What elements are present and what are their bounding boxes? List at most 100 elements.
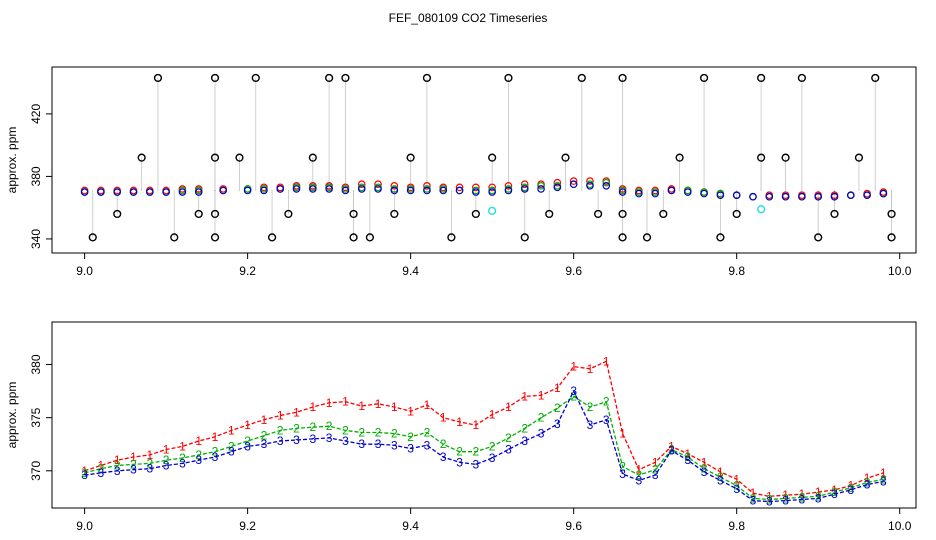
outlier-point [284,209,293,219]
series-marker: 1 [114,453,121,467]
series-marker: 3 [358,437,365,451]
outlier-point [618,73,627,83]
outlier-point [365,233,374,242]
series-marker: 3 [815,491,822,505]
series-marker: 1 [81,464,88,478]
outlier-point [618,209,627,219]
series-marker: 3 [864,478,871,492]
series-marker: 2 [619,460,626,474]
outlier-point [797,73,806,83]
data-point [537,181,545,190]
series-marker: 3 [847,483,854,497]
y-tick-label: 420 [29,104,43,124]
data-point [374,180,382,189]
series-marker: 2 [831,485,838,499]
outlier-point [757,153,766,162]
series-marker: 3 [81,468,88,482]
data-point [765,192,774,201]
data-point [504,181,513,190]
data-point [276,185,285,193]
data-point [455,186,464,195]
series-marker: 3 [309,432,316,446]
outlier-point [349,233,358,242]
outlier-point [520,233,529,242]
series-marker: 2 [505,431,512,445]
series-marker: 2 [554,401,561,415]
series-marker: 3 [130,463,137,477]
data-point [243,186,252,195]
series-marker: 3 [554,417,561,431]
series-marker: 1 [864,471,871,485]
series-marker: 3 [717,473,724,487]
data-point [129,188,138,196]
data-point [194,188,203,196]
outlier-point [88,233,97,242]
data-point [357,180,366,189]
series-marker: 1 [570,360,577,374]
y-axis-label: approx. ppm [5,127,19,194]
series-marker: 1 [293,405,300,419]
data-point [798,192,806,201]
outlier-point [390,209,399,219]
series-marker: 3 [473,457,480,471]
series-marker: 2 [277,423,284,437]
x-tick-label: 9.8 [728,519,745,533]
outlier-point [488,153,497,162]
series-marker: 1 [407,404,414,418]
data-point [683,188,692,196]
data-point [814,192,822,201]
data-point [390,186,399,195]
x-tick-label: 9.4 [402,264,419,278]
outlier-point [113,209,122,219]
outlier-point [699,73,709,83]
y-tick-label: 340 [29,229,43,249]
series-marker: 2 [391,427,398,441]
outlier-point [210,153,220,162]
data-point [488,188,496,196]
data-point [423,181,431,190]
series-marker: 2 [864,475,871,489]
series-marker: 2 [473,445,480,459]
x-tick-label: 9.0 [76,519,93,533]
outlier-point [757,73,766,83]
series-line [84,360,884,497]
series-marker: 2 [98,462,105,476]
outlier-point [210,209,220,219]
series-marker: 2 [440,437,447,451]
series-marker: 3 [652,468,659,482]
data-point [749,192,757,201]
series-marker: 1 [587,362,594,376]
outlier-point [561,153,570,162]
series-marker: 3 [326,431,333,445]
series-marker: 1 [815,485,822,499]
series-marker: 1 [473,418,480,432]
series-marker: 1 [717,465,724,479]
outlier-point [871,73,880,83]
outlier-point [830,209,839,219]
y-tick-label: 370 [29,460,43,480]
series-marker: 3 [342,434,349,448]
series-marker: 2 [163,453,170,467]
x-tick-label: 9.6 [565,519,582,533]
series-marker: 3 [619,467,626,481]
series-marker: 1 [489,407,496,421]
outlier-point [325,73,334,83]
series-marker: 2 [603,395,610,409]
outlier-point [814,233,823,242]
data-point [716,191,725,199]
series-marker: 1 [831,483,838,497]
outlier-point [422,73,432,83]
series-marker: 1 [880,466,887,480]
series-marker: 2 [521,421,528,435]
data-point [504,186,513,195]
series-marker: 3 [701,465,708,479]
bottom-panel: 9.0 9.2 9.4 9.6 9.8 10.0 370 375 380 approx. ppm 1… [5,321,917,533]
series-marker: 1 [782,488,789,502]
outlier-point [887,233,896,242]
data-point [520,180,529,189]
data-point [472,188,480,196]
series-marker: 3 [880,474,887,488]
series-marker: 2 [489,439,496,453]
series-marker: 1 [847,479,854,493]
